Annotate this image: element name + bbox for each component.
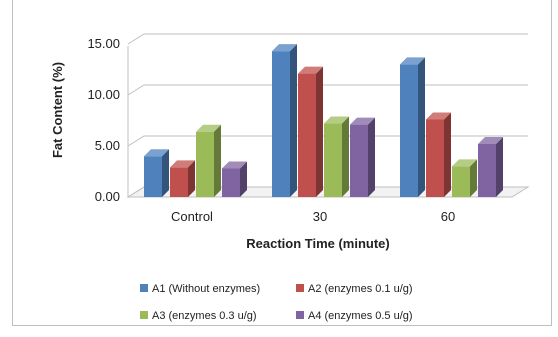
bar-top [426,112,451,120]
bar-top [478,136,503,144]
bar-front [144,156,162,197]
bar-top [170,160,195,168]
bar-top [222,161,247,169]
bar [478,136,503,197]
bar-top [350,117,375,125]
bar [400,57,425,198]
bar-front [196,131,214,197]
legend-item: A4 (enzymes 0.5 u/g) [296,310,413,322]
legend-item: A2 (enzymes 0.1 u/g) [296,283,413,295]
legend-item: A1 (Without enzymes) [140,283,260,295]
x-axis-label: Reaction Time (minute) [246,236,390,251]
legend-swatch [140,284,148,292]
bar-top [400,57,425,65]
bar-side [316,66,323,197]
bar-top [272,44,297,52]
bar-top [298,66,323,74]
bar [196,124,221,197]
legend-label: A2 (enzymes 0.1 u/g) [308,283,413,295]
bar-front [350,124,368,197]
y-tick-label: 5.00 [95,138,120,153]
x-tick-label: Control [171,209,213,224]
x-tick-labels: Control 30 60 [171,209,455,224]
bar-side [418,57,425,198]
bar-front [298,73,316,197]
bar-top [452,159,477,167]
legend: A1 (Without enzymes) A2 (enzymes 0.1 u/g)… [140,283,413,322]
bar-side [496,136,503,197]
bar-side [342,116,349,197]
bar-front [272,51,290,197]
bar-front [324,123,342,197]
bar [272,44,297,197]
y-tick-label: 15.00 [87,36,120,51]
legend-label: A3 (enzymes 0.3 u/g) [152,310,257,322]
bar-front [478,143,496,197]
y-axis-label: Fat Content (%) [50,62,65,158]
legend-swatch [296,311,304,319]
bar-top [324,116,349,124]
gridline [127,33,528,45]
bar [298,66,323,197]
legend-swatch [296,284,304,292]
bar-front [426,119,444,197]
legend-item: A3 (enzymes 0.3 u/g) [140,310,257,322]
bar [350,117,375,197]
y-tick-labels: 0.00 5.00 10.00 15.00 [87,36,120,204]
bar [222,161,247,197]
bar-front [452,166,470,197]
bar-side [290,44,297,197]
bar-side [444,112,451,197]
chart-frame [12,0,552,326]
bar [452,159,477,197]
x-tick-label: 60 [441,209,455,224]
bar-side [368,117,375,197]
bar [170,160,195,197]
bar-side [470,159,477,197]
legend-label: A4 (enzymes 0.5 u/g) [308,310,413,322]
bar-side [162,149,169,197]
bar-top [196,124,221,132]
gridline [127,84,528,96]
bar-top [144,149,169,157]
bars [144,44,503,198]
bar-side [214,124,221,197]
bar-front [170,167,188,197]
bar-front [222,168,240,197]
x-tick-label: 30 [313,209,327,224]
y-tick-label: 10.00 [87,87,120,102]
bar-front [400,64,418,198]
legend-swatch [140,311,148,319]
legend-label: A1 (Without enzymes) [152,283,260,295]
bar [144,149,169,197]
bar [324,116,349,197]
bar-side [240,161,247,197]
bar-side [188,160,195,197]
bar [426,112,451,197]
y-tick-label: 0.00 [95,189,120,204]
